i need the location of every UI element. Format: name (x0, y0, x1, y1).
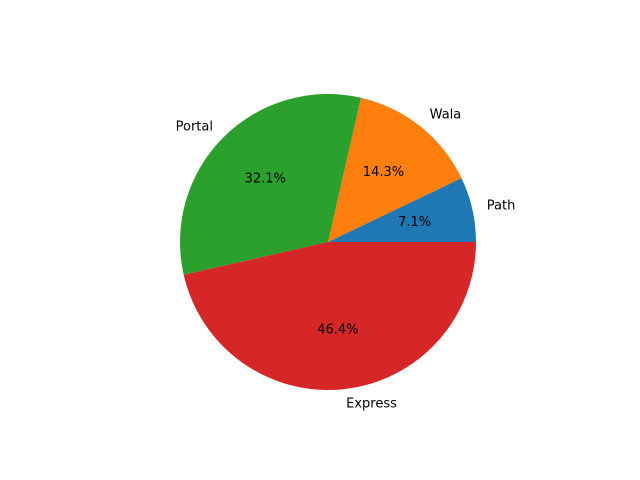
pct-label-wala: 14.3% (363, 165, 404, 180)
slice-label-portal: Portal (176, 119, 213, 134)
pct-label-express: 46.4% (317, 323, 358, 338)
pie-slice-express (183, 242, 476, 391)
slice-label-path: Path (487, 198, 516, 213)
slice-label-wala: Wala (430, 107, 462, 122)
pct-label-portal: 32.1% (245, 172, 286, 187)
pie-slices (179, 93, 476, 391)
pie-slice-path (328, 178, 476, 242)
pie-slice-wala (328, 97, 462, 242)
slice-label-express: Express (346, 396, 397, 411)
pct-label-path: 7.1% (398, 215, 431, 230)
pie-slice-portal (179, 93, 361, 275)
pie-labels: Path 7.1% Wala 14.3% Portal 32.1% Express 46.4% (176, 107, 516, 411)
